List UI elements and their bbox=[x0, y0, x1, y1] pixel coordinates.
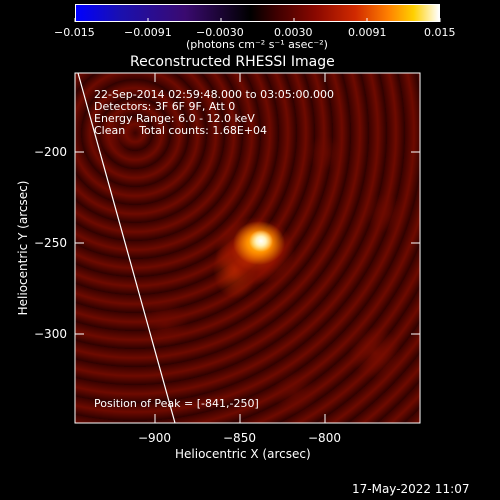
x-tick-label: −850 bbox=[223, 431, 256, 445]
info-line: Clean Total counts: 1.68E+04 bbox=[94, 124, 268, 137]
info-line: 22-Sep-2014 02:59:48.000 to 03:05:00.000 bbox=[94, 88, 334, 101]
colorbar-tick-label: −0.0091 bbox=[124, 26, 172, 39]
x-tick-label: −800 bbox=[308, 431, 341, 445]
y-tick-label: −250 bbox=[34, 236, 67, 250]
y-tick-label: −200 bbox=[34, 145, 67, 159]
peak-position-text: Position of Peak = [-841,-250] bbox=[94, 397, 259, 410]
colorbar bbox=[75, 4, 440, 22]
colorbar-tick-label: 0.015 bbox=[424, 26, 456, 39]
colorbar-units: (photons cm⁻² s⁻¹ asec⁻²) bbox=[186, 38, 328, 51]
colorbar-tick-label: −0.0030 bbox=[196, 26, 244, 39]
x-axis-label: Heliocentric X (arcsec) bbox=[175, 447, 311, 461]
x-tick-label: −900 bbox=[138, 431, 171, 445]
colorbar-tick-label: 0.0030 bbox=[274, 26, 313, 39]
colorbar-tick-label: −0.015 bbox=[54, 26, 95, 39]
plot-title: Reconstructed RHESSI Image bbox=[130, 54, 335, 70]
solar-image bbox=[75, 73, 420, 423]
info-line: Detectors: 3F 6F 9F, Att 0 bbox=[94, 100, 236, 113]
y-tick-label: −300 bbox=[34, 327, 67, 341]
y-axis-label: Heliocentric Y (arcsec) bbox=[16, 180, 30, 316]
timestamp: 17-May-2022 11:07 bbox=[352, 482, 470, 496]
info-line: Energy Range: 6.0 - 12.0 keV bbox=[94, 112, 255, 125]
colorbar-tick-label: 0.0091 bbox=[348, 26, 387, 39]
